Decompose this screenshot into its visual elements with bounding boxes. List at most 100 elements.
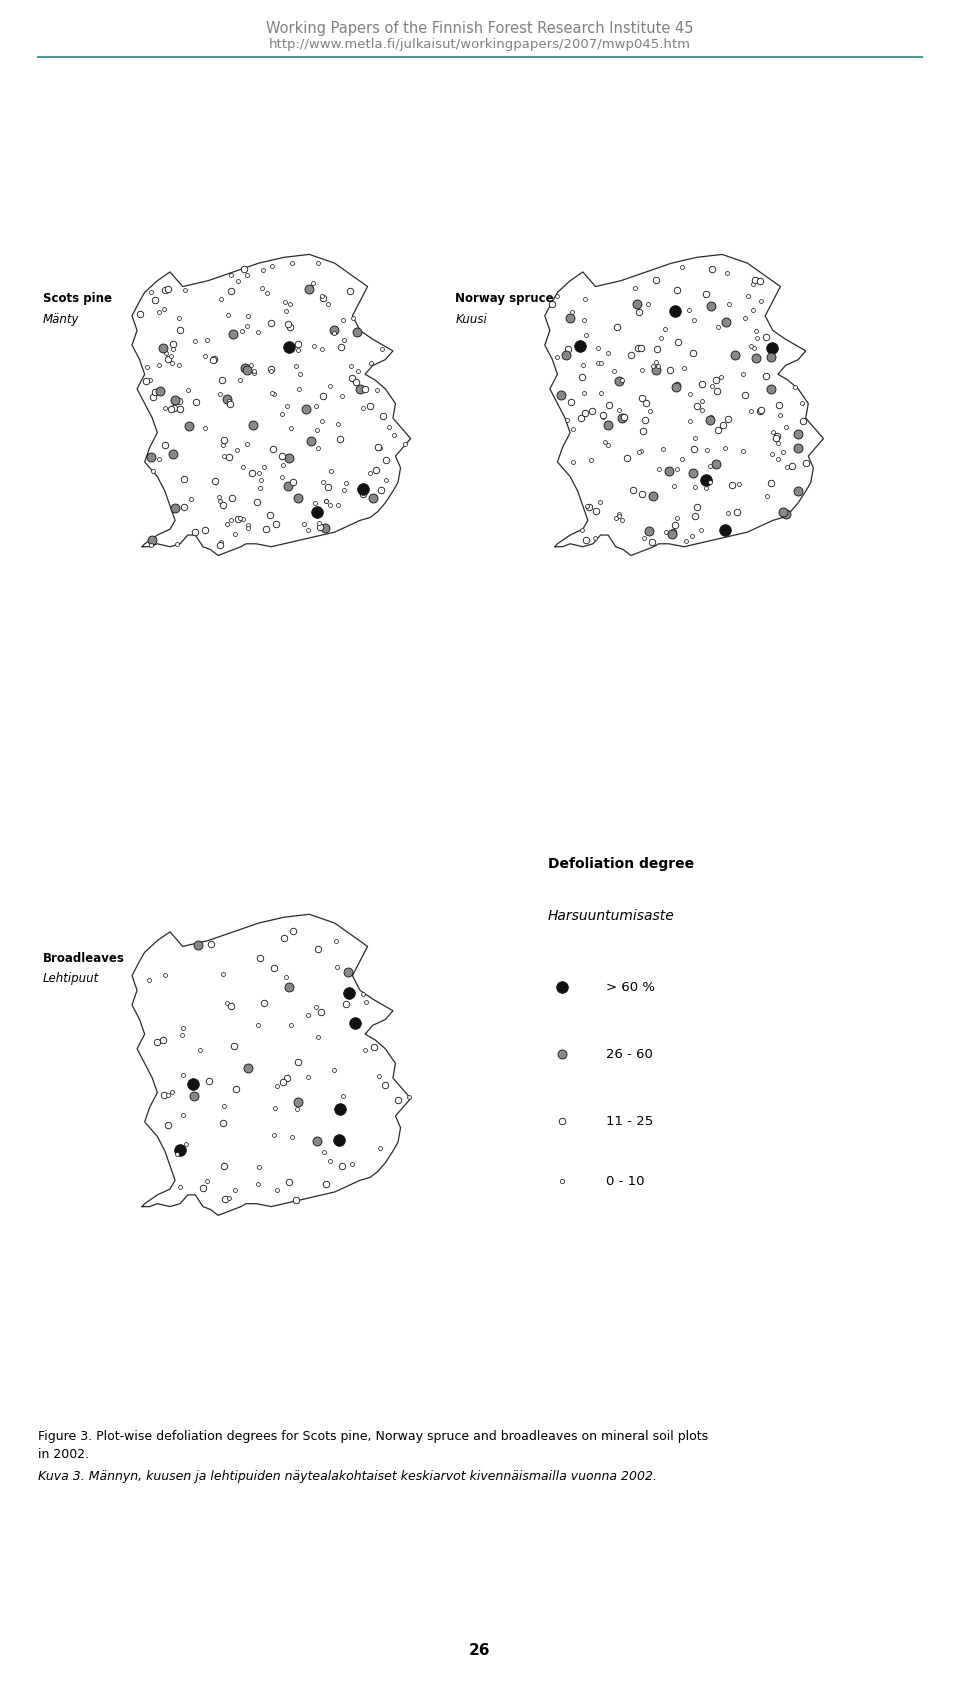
Point bbox=[572, 332, 588, 359]
Point bbox=[160, 1112, 176, 1139]
Point bbox=[674, 445, 689, 472]
Point bbox=[584, 447, 599, 474]
Point bbox=[588, 497, 603, 525]
Text: Kuusi: Kuusi bbox=[455, 313, 487, 325]
Point bbox=[244, 350, 259, 377]
Point bbox=[748, 266, 763, 293]
Point bbox=[277, 298, 293, 325]
Point bbox=[216, 1110, 231, 1137]
Point bbox=[344, 352, 359, 379]
Point bbox=[743, 332, 758, 359]
Point bbox=[355, 475, 371, 503]
Point bbox=[608, 504, 623, 531]
Point bbox=[197, 415, 212, 442]
Point bbox=[795, 389, 810, 416]
Point bbox=[357, 1037, 372, 1064]
Point bbox=[311, 509, 326, 536]
Point bbox=[699, 474, 714, 501]
Text: 26: 26 bbox=[469, 1643, 491, 1658]
Point bbox=[735, 360, 751, 387]
Point bbox=[164, 1078, 180, 1105]
Point bbox=[664, 519, 680, 547]
Point bbox=[269, 1073, 284, 1100]
Text: 11 - 25: 11 - 25 bbox=[606, 1115, 653, 1129]
Point bbox=[276, 924, 292, 951]
Text: http://www.metla.fi/julkaisut/workingpapers/2007/mwp045.htm: http://www.metla.fi/julkaisut/workingpap… bbox=[269, 39, 691, 51]
Point bbox=[372, 435, 388, 462]
Point bbox=[555, 1167, 570, 1195]
Point bbox=[687, 503, 703, 530]
Point bbox=[329, 953, 345, 980]
Point bbox=[764, 440, 780, 467]
Point bbox=[312, 514, 327, 541]
Point bbox=[359, 988, 374, 1015]
Point bbox=[175, 1020, 190, 1047]
Point bbox=[151, 352, 166, 379]
Point bbox=[731, 470, 746, 497]
Point bbox=[229, 437, 245, 464]
Point bbox=[770, 423, 785, 450]
Point bbox=[635, 481, 650, 508]
Point bbox=[563, 389, 578, 416]
Point bbox=[280, 310, 296, 337]
Point bbox=[219, 511, 234, 538]
Point bbox=[708, 450, 724, 477]
Point bbox=[221, 443, 236, 470]
Text: Kuva 3. Männyn, kuusen ja lehtipuiden näytealakohtaiset keskiarvot kivennäismail: Kuva 3. Männyn, kuusen ja lehtipuiden nä… bbox=[38, 1470, 658, 1484]
Point bbox=[779, 415, 794, 442]
Point bbox=[334, 382, 349, 409]
Point bbox=[597, 428, 612, 455]
Point bbox=[677, 354, 692, 381]
Point bbox=[795, 408, 810, 435]
Point bbox=[246, 357, 261, 384]
Point bbox=[240, 355, 255, 382]
Point bbox=[612, 503, 627, 530]
Point bbox=[224, 506, 239, 533]
Point bbox=[316, 1139, 331, 1166]
Point bbox=[669, 371, 684, 398]
Text: > 60 %: > 60 % bbox=[606, 981, 655, 993]
Point bbox=[139, 354, 155, 381]
Point bbox=[720, 406, 735, 433]
Text: Scots pine: Scots pine bbox=[42, 293, 111, 305]
Point bbox=[717, 516, 732, 543]
Text: Working Papers of the Finnish Forest Research Institute 45: Working Papers of the Finnish Forest Res… bbox=[266, 20, 694, 36]
Point bbox=[157, 431, 173, 459]
Point bbox=[738, 305, 754, 332]
Point bbox=[176, 465, 191, 492]
Point bbox=[576, 379, 591, 406]
Point bbox=[758, 482, 774, 509]
Point bbox=[180, 413, 196, 440]
Point bbox=[375, 403, 391, 430]
Point bbox=[132, 301, 148, 328]
Point bbox=[200, 327, 215, 354]
Point bbox=[683, 381, 698, 408]
Point bbox=[654, 325, 669, 352]
Point bbox=[665, 518, 681, 545]
Point bbox=[631, 335, 646, 362]
Point bbox=[211, 484, 227, 511]
Point bbox=[614, 365, 630, 393]
Point bbox=[683, 408, 698, 435]
Point bbox=[240, 303, 255, 330]
Point bbox=[790, 435, 805, 462]
Point bbox=[629, 291, 644, 318]
Point bbox=[229, 267, 245, 294]
Point bbox=[687, 425, 703, 452]
Point bbox=[768, 425, 783, 452]
Point bbox=[157, 961, 173, 988]
Text: 26 - 60: 26 - 60 bbox=[606, 1047, 653, 1061]
Point bbox=[283, 415, 299, 442]
Point bbox=[378, 467, 394, 494]
Point bbox=[192, 1037, 207, 1064]
Point bbox=[332, 1095, 348, 1122]
Point bbox=[710, 416, 726, 443]
Point bbox=[669, 504, 684, 531]
Point bbox=[300, 1064, 316, 1091]
Point bbox=[645, 482, 660, 509]
Point bbox=[283, 1012, 299, 1039]
Point bbox=[170, 530, 185, 557]
Point bbox=[172, 316, 187, 343]
Point bbox=[228, 1176, 243, 1203]
Point bbox=[720, 499, 735, 526]
